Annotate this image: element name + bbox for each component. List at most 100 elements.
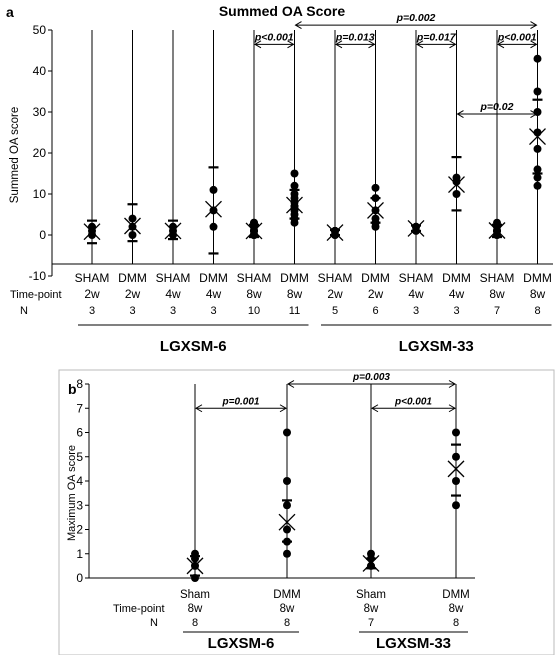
a-condition-label: DMM [199, 271, 228, 285]
b-timepoint-label: 8w [364, 603, 379, 615]
b-y-tick-label: 5 [76, 450, 83, 464]
b-data-point [191, 549, 199, 558]
a-strain-label: LGXSM-6 [160, 338, 227, 355]
a-mean-marker [448, 176, 465, 194]
a-mean-marker [286, 196, 303, 214]
a-n-label: 11 [289, 305, 300, 317]
b-n-label: 8 [284, 617, 290, 629]
b-n-label: 8 [192, 617, 198, 629]
a-data-point [371, 194, 380, 203]
a-data-point [290, 190, 299, 198]
a-bracket-arrow [497, 40, 505, 49]
a-data-point [533, 181, 542, 190]
b-timepoint-label: 8w [449, 603, 464, 615]
a-n-label: 3 [129, 305, 135, 317]
a-p-value: p=0.017 [416, 31, 457, 43]
a-p-value: p=0.013 [335, 31, 375, 43]
b-condition-label: DMM [273, 589, 300, 601]
b-data-point [283, 525, 291, 534]
a-data-point [533, 128, 542, 137]
a-mean-marker [164, 222, 182, 240]
a-data-point [128, 214, 137, 223]
b-y-tick-label: 0 [76, 571, 83, 585]
b-y-tick-label: 2 [76, 523, 83, 537]
a-p-value: p=0.002 [396, 12, 436, 24]
panel-a-y-axis-label: Summed OA score [9, 107, 21, 204]
b-condition-label: Sham [356, 589, 386, 601]
a-data-point [290, 169, 299, 178]
b-timepoint-label: 8w [188, 603, 203, 615]
b-data-point [283, 549, 291, 558]
a-condition-label: SHAM [399, 271, 434, 285]
b-condition-label: Sham [180, 589, 210, 601]
a-y-tick-label: 40 [33, 64, 47, 78]
panel-b-frame [58, 369, 555, 655]
a-mean-marker [407, 219, 425, 237]
b-data-point [283, 477, 291, 485]
a-y-tick-label: -10 [29, 269, 47, 283]
a-mean-marker [529, 128, 546, 146]
a-data-point [250, 218, 258, 227]
b-strain-label: LGXSM-33 [376, 635, 451, 652]
b-n-label: 8 [453, 617, 459, 629]
a-condition-label: SHAM [318, 271, 353, 285]
a-timepoint-label: 8w [287, 287, 303, 301]
b-data-point [367, 549, 375, 558]
panel-b-plot: 0 1 2 3 4 5 6 7 8 Sham 8w 8 DMM 8w 8 Sham 8w 7 DMM 8w 8 Time-… [76, 372, 475, 652]
b-mean-marker [447, 460, 465, 478]
b-bracket-arrow [448, 380, 456, 388]
a-condition-label: DMM [361, 271, 390, 285]
b-bracket-arrow [287, 380, 295, 388]
b-n-label: 7 [368, 617, 374, 629]
a-data-point [169, 222, 177, 231]
a-y-tick-label: 50 [33, 23, 47, 37]
b-condition-label: DMM [442, 589, 469, 601]
b-timepoint-row-label: Time-point [113, 603, 165, 615]
b-p-value: p<0.001 [394, 396, 432, 407]
a-bracket-arrow [335, 40, 343, 49]
a-bracket-arrow [287, 40, 295, 49]
a-n-label: 3 [413, 305, 419, 317]
a-n-label: 6 [372, 305, 378, 317]
b-bracket-arrow [448, 404, 456, 413]
a-n-label: 3 [170, 305, 176, 317]
a-timepoint-label: 2w [327, 287, 343, 301]
a-bracket-arrow [254, 40, 262, 49]
a-timepoint-label: 8w [489, 287, 505, 301]
a-timepoint-label: 2w [368, 287, 384, 301]
a-y-tick-label: 20 [33, 146, 47, 160]
b-data-point [283, 537, 291, 546]
b-mean-marker [186, 557, 204, 575]
a-strain-label: LGXSM-33 [399, 338, 474, 355]
b-y-tick-label: 3 [76, 498, 83, 512]
a-y-tick-label: 10 [33, 187, 47, 201]
a-bracket-arrow [416, 40, 424, 49]
a-data-point [331, 226, 339, 235]
a-data-point [371, 214, 380, 223]
a-data-point [533, 87, 542, 96]
a-p-value: p<0.001 [254, 31, 294, 43]
a-n-label: 3 [453, 305, 459, 317]
a-data-point [290, 181, 299, 190]
a-data-point [452, 173, 461, 182]
b-data-point [283, 428, 291, 437]
a-p-value: p=0.02 [480, 101, 514, 113]
a-data-point [452, 190, 461, 198]
a-data-point [88, 222, 96, 231]
a-condition-label: SHAM [156, 271, 191, 285]
a-n-row-label: N [20, 305, 28, 317]
b-p-value: p=0.003 [352, 372, 390, 383]
a-mean-marker [367, 201, 384, 219]
a-data-point [209, 222, 218, 231]
a-data-point [209, 185, 218, 194]
a-timepoint-label: 4w [408, 287, 424, 301]
a-timepoint-label: 4w [449, 287, 465, 301]
b-y-tick-label: 1 [76, 547, 83, 561]
a-data-point [533, 54, 542, 63]
a-bracket-arrow [368, 40, 376, 49]
a-timepoint-row-label: Time-point [10, 289, 62, 301]
a-timepoint-label: 8w [530, 287, 546, 301]
panel-a-title: Summed OA Score [219, 3, 346, 19]
a-n-label: 8 [534, 305, 540, 317]
